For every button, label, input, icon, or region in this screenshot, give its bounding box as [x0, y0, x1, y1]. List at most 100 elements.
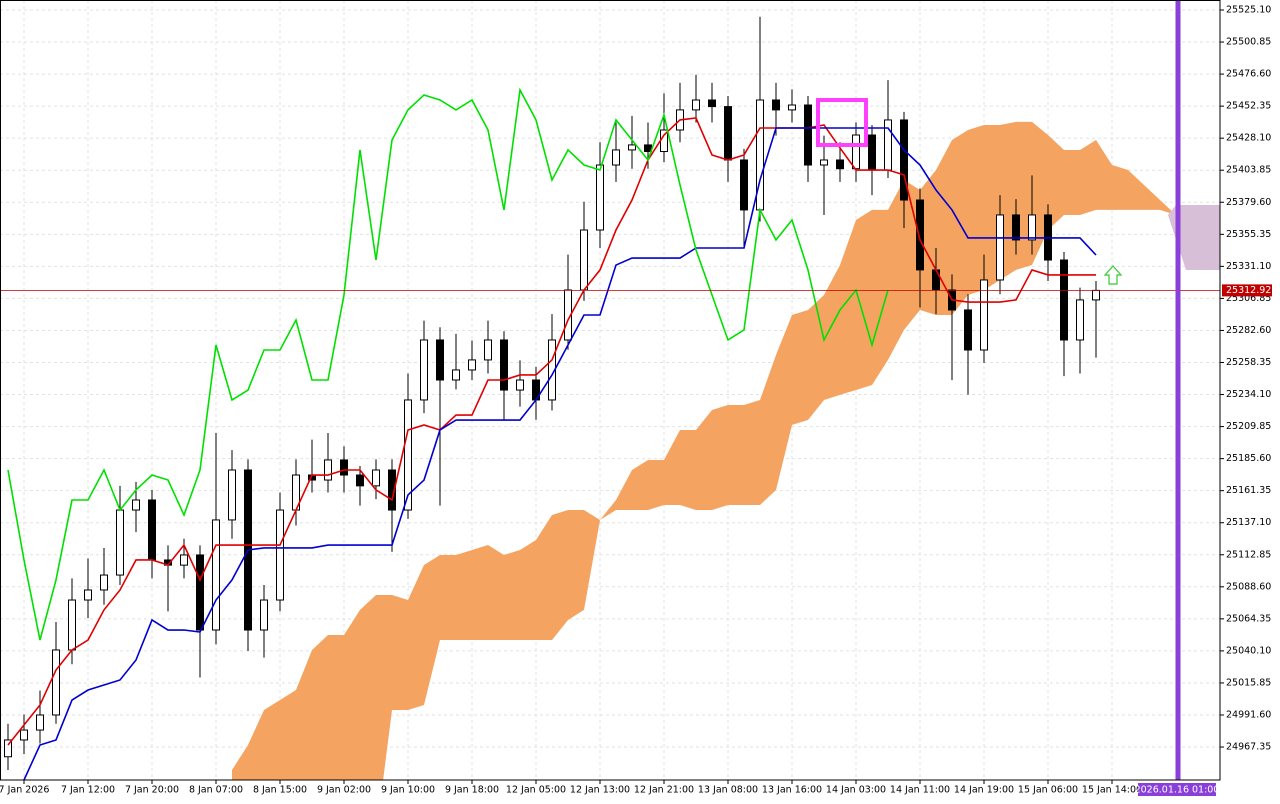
future-cloud: [1168, 205, 1220, 270]
candle-body: [20, 729, 28, 741]
candle-body: [148, 499, 156, 561]
candle-body: [692, 99, 700, 111]
candle-body: [324, 459, 332, 481]
time-marker-badge: [1138, 783, 1216, 796]
y-tick-label: 25452.35: [1226, 101, 1271, 112]
plot-area: [4, 16, 1220, 780]
candle-body: [4, 739, 12, 758]
candle-body: [132, 499, 140, 511]
candle-body: [612, 149, 620, 166]
y-tick-label: 25258.35: [1226, 357, 1271, 368]
y-tick-label: 25282.60: [1226, 325, 1271, 336]
x-tick-label: 7 Jan 20:00: [125, 785, 179, 796]
candle-body: [1060, 259, 1068, 341]
candle-body: [804, 104, 812, 166]
y-tick-label: 25161.35: [1226, 485, 1271, 496]
candle-body: [580, 229, 588, 291]
y-tick-label: 25355.35: [1226, 229, 1271, 240]
candle-body: [452, 369, 460, 381]
current-price-badge: [1222, 284, 1272, 297]
y-tick-label: 25185.60: [1226, 453, 1271, 464]
x-tick-label: 9 Jan 02:00: [317, 785, 371, 796]
candle-body: [68, 599, 76, 651]
candle-body: [740, 159, 748, 211]
candle-body: [724, 106, 732, 161]
axes: 25525.10 25500.85 25476.60 25452.35 25428.10…: [0, 5, 1272, 796]
candle-body: [404, 399, 412, 511]
y-tick-label: 25137.10: [1226, 517, 1271, 528]
candle-body: [1028, 214, 1036, 241]
x-tick-label: 9 Jan 10:00: [381, 785, 435, 796]
candle-body: [356, 474, 364, 487]
y-tick-label: 25476.60: [1226, 69, 1271, 80]
y-tick-label: 25428.10: [1226, 133, 1271, 144]
candle-body: [276, 509, 284, 601]
candle-body: [628, 144, 636, 151]
y-tick-label: 25379.60: [1226, 197, 1271, 208]
candle-body: [644, 144, 652, 153]
x-tick-label: 14 Jan 11:00: [890, 785, 950, 796]
x-tick-label: 12 Jan 05:00: [506, 785, 566, 796]
candle-body: [100, 574, 108, 591]
candle-body: [484, 339, 492, 361]
x-tick-label: 15 Jan 06:00: [1018, 785, 1078, 796]
candle-body: [708, 99, 716, 108]
candle-body: [260, 599, 268, 631]
x-tick-label: 15 Jan 14:00: [1082, 785, 1142, 796]
candle-body: [196, 554, 204, 631]
y-tick-label: 24967.35: [1226, 742, 1271, 753]
candle-body: [964, 309, 972, 351]
candle-body: [340, 459, 348, 476]
candle-body: [820, 159, 828, 166]
candle-body: [868, 134, 876, 171]
candle-body: [900, 119, 908, 201]
candle-body: [372, 469, 380, 487]
y-tick-label: 25112.85: [1226, 549, 1271, 560]
candle-body: [772, 99, 780, 111]
candle-body: [516, 379, 524, 391]
plot-frame: [0, 0, 1221, 781]
x-tick-label: 8 Jan 15:00: [253, 785, 307, 796]
highlight-box: [816, 98, 868, 147]
indicator-line: [7, 117, 1096, 746]
y-tick-label: 25209.85: [1226, 421, 1271, 432]
candle-body: [836, 159, 844, 170]
candle-body: [852, 134, 860, 170]
candle-body: [116, 509, 124, 576]
x-tick-label: 14 Jan 03:00: [826, 785, 886, 796]
y-tick-label: 25015.85: [1226, 677, 1271, 688]
x-tick-label: 13 Jan 16:00: [762, 785, 822, 796]
candle-body: [1076, 299, 1084, 341]
candle-body: [996, 214, 1004, 281]
candle-body: [84, 589, 92, 601]
y-tick-label: 24991.60: [1226, 709, 1271, 720]
candle-body: [52, 649, 60, 716]
current-price-label: 25312.92: [1226, 285, 1271, 296]
y-tick-label: 25234.10: [1226, 389, 1271, 400]
candle-body: [388, 469, 396, 511]
x-tick-label: 9 Jan 18:00: [445, 785, 499, 796]
x-tick-label: 12 Jan 13:00: [570, 785, 630, 796]
y-tick-label: 25500.85: [1226, 37, 1271, 48]
y-tick-label: 25088.60: [1226, 581, 1271, 592]
y-tick-label: 25064.35: [1226, 613, 1271, 624]
candle-body: [1012, 214, 1020, 241]
y-tick-label: 25306.85: [1226, 293, 1271, 304]
indicator-line: [22, 127, 1097, 780]
signal-arrow: [1103, 265, 1123, 285]
candle-body: [788, 104, 796, 111]
x-tick-label: 7 Jan 12:00: [61, 785, 115, 796]
x-tick-label: 8 Jan 07:00: [189, 785, 243, 796]
candle-body: [228, 469, 236, 521]
y-tick-label: 25331.10: [1226, 261, 1271, 272]
indicator-line: [7, 87, 889, 641]
candle-body: [420, 339, 428, 401]
x-tick-label: 14 Jan 19:00: [954, 785, 1014, 796]
candle-body: [980, 279, 988, 351]
time-marker-label: 2026.01.16 01:00: [1135, 785, 1220, 796]
y-tick-label: 25403.85: [1226, 165, 1271, 176]
x-tick-label: 13 Jan 08:00: [698, 785, 758, 796]
